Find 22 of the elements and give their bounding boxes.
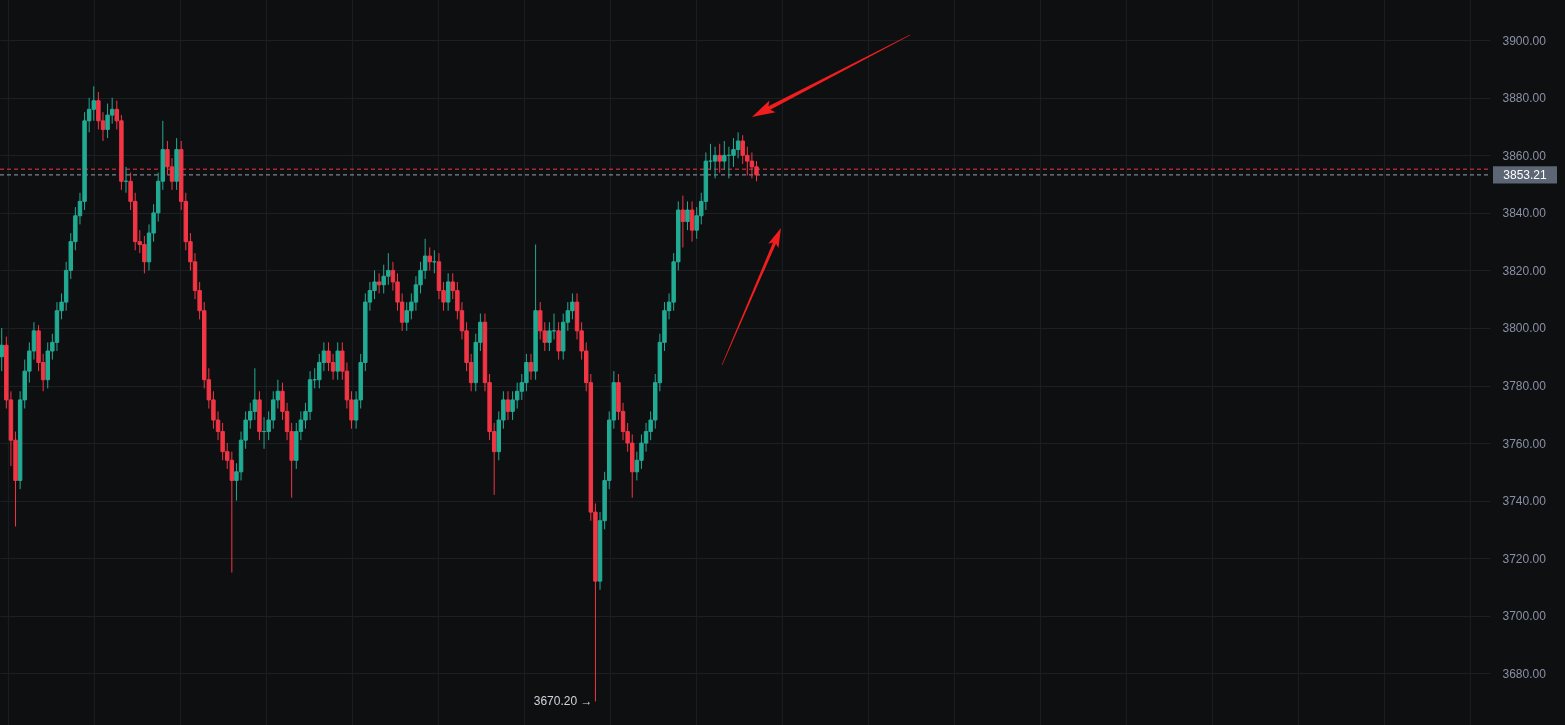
candlestick [685, 200, 690, 231]
candlestick [105, 103, 110, 139]
candlestick [335, 341, 340, 381]
y-tick-label: 3780.00 [1502, 379, 1547, 394]
y-tick-label: 3860.00 [1502, 148, 1547, 163]
candlestick [257, 390, 262, 441]
candlestick [174, 137, 179, 191]
y-tick-label: 3840.00 [1502, 206, 1547, 221]
y-tick-label: 3680.00 [1502, 666, 1547, 681]
y-tick-label: 3700.00 [1502, 609, 1547, 624]
y-tick-label: 3900.00 [1502, 33, 1547, 48]
candlestick [533, 244, 538, 381]
y-tick-label: 3720.00 [1502, 551, 1547, 566]
candlestick [556, 321, 561, 361]
candlestick [427, 246, 432, 271]
y-tick-label: 3820.00 [1502, 263, 1547, 278]
ref-line-label: 3853.21 [1503, 167, 1548, 182]
y-tick-label: 3740.00 [1502, 494, 1547, 509]
y-tick-label: 3760.00 [1502, 436, 1547, 451]
y-tick-label: 3880.00 [1502, 91, 1547, 106]
y-tick-label: 3800.00 [1502, 321, 1547, 336]
annotation: 3670.20 → [533, 694, 593, 709]
